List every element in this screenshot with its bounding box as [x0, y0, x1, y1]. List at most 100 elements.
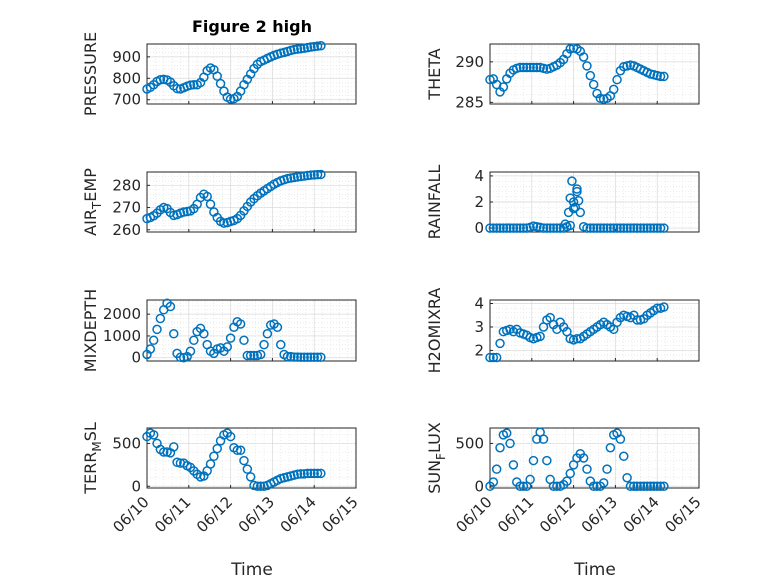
data-point — [645, 481, 656, 492]
data-point — [518, 223, 529, 233]
data-point — [498, 82, 509, 92]
data-point — [312, 41, 323, 51]
data-point — [588, 223, 599, 233]
data-point — [316, 169, 326, 180]
data-point — [565, 468, 576, 479]
data-point — [588, 79, 599, 90]
data-point — [299, 352, 309, 363]
data-point — [615, 434, 626, 444]
data-point — [299, 469, 309, 479]
x-tick-label: 06/15 — [661, 493, 704, 536]
subplot-sun-flux: 0 500 SUNFLUX06/1006/1106/1206/1306/1406/1… — [425, 422, 705, 536]
data-point — [488, 352, 499, 363]
data-point — [316, 468, 326, 479]
data-point — [239, 455, 249, 466]
data-point — [632, 481, 642, 492]
x-tick-label: 06/15 — [318, 493, 361, 536]
data-point — [309, 41, 319, 52]
data-point — [582, 223, 592, 233]
data-point — [538, 223, 549, 233]
data-point — [619, 451, 629, 462]
data-point — [289, 352, 299, 362]
data-point — [573, 195, 584, 206]
data-point — [286, 173, 296, 183]
data-point — [179, 207, 189, 217]
axes-frame — [146, 171, 357, 233]
data-point — [292, 352, 303, 362]
y-tick-label: 0 — [131, 349, 141, 367]
axes-frame — [489, 299, 700, 362]
data-point — [309, 352, 319, 363]
data-point — [629, 481, 639, 492]
data-point — [632, 223, 642, 233]
x-tick-label: 06/14 — [277, 493, 320, 536]
data-point — [659, 481, 669, 492]
data-point — [485, 352, 495, 363]
data-point — [532, 62, 542, 73]
data-point — [619, 223, 629, 233]
data-point — [515, 62, 525, 73]
data-point — [316, 40, 326, 51]
data-point — [635, 481, 646, 492]
axes-frame — [489, 427, 700, 489]
data-point — [205, 459, 216, 469]
data-point — [518, 481, 529, 492]
data-point — [652, 303, 662, 313]
data-point — [605, 223, 616, 233]
data-point — [292, 44, 303, 54]
data-point — [659, 223, 669, 233]
data-point — [491, 464, 502, 474]
data-point — [548, 223, 559, 233]
y-tick-label: 2 — [474, 193, 484, 211]
data-point — [316, 352, 326, 363]
data-point — [602, 223, 612, 233]
data-point — [625, 223, 636, 233]
data-point — [568, 197, 579, 207]
subplot-air-temp: 260 270 280 AIRTEMP — [81, 168, 357, 239]
data-point — [585, 70, 596, 81]
data-point — [605, 442, 616, 453]
data-point — [655, 481, 666, 492]
data-point — [145, 344, 156, 354]
data-point — [572, 186, 582, 197]
data-point — [296, 469, 306, 479]
data-point — [276, 339, 286, 350]
data-point — [552, 481, 562, 492]
y-tick-label: 0 — [474, 219, 484, 237]
data-point — [625, 481, 636, 492]
data-point — [572, 184, 582, 194]
data-point — [498, 223, 509, 233]
data-point — [518, 62, 529, 73]
data-point — [612, 74, 622, 85]
subplot-terr-msl: 0 500 TERRMSL06/1006/1106/1206/1306/1406/1… — [81, 422, 362, 536]
y-tick-label: 270 — [112, 199, 141, 217]
data-point — [598, 223, 609, 233]
data-point — [169, 442, 179, 452]
data-point — [655, 71, 666, 82]
data-point — [612, 223, 622, 233]
plot-area — [489, 427, 700, 489]
data-point — [148, 335, 159, 346]
data-point — [535, 331, 545, 342]
x-tick-label: 06/13 — [235, 493, 278, 536]
data-point — [259, 339, 269, 350]
data-point — [225, 431, 236, 442]
data-point — [242, 350, 253, 361]
data-point — [249, 350, 259, 361]
data-point — [242, 464, 253, 474]
data-point — [282, 351, 293, 362]
y-axis-label: PRESSURE — [81, 32, 100, 116]
data-point — [205, 199, 216, 209]
data-point — [578, 52, 589, 62]
data-point — [312, 468, 323, 479]
data-point — [495, 223, 505, 233]
data-point — [649, 481, 659, 492]
data-point — [155, 75, 166, 85]
data-point — [185, 346, 196, 356]
data-point — [578, 453, 589, 463]
data-point — [202, 191, 212, 202]
subplot-grid: 700 800 900 PRESSURE 285 290 THETA 260 270 280 AIR… — [81, 32, 705, 536]
data-point — [225, 333, 236, 343]
data-point — [508, 223, 519, 233]
